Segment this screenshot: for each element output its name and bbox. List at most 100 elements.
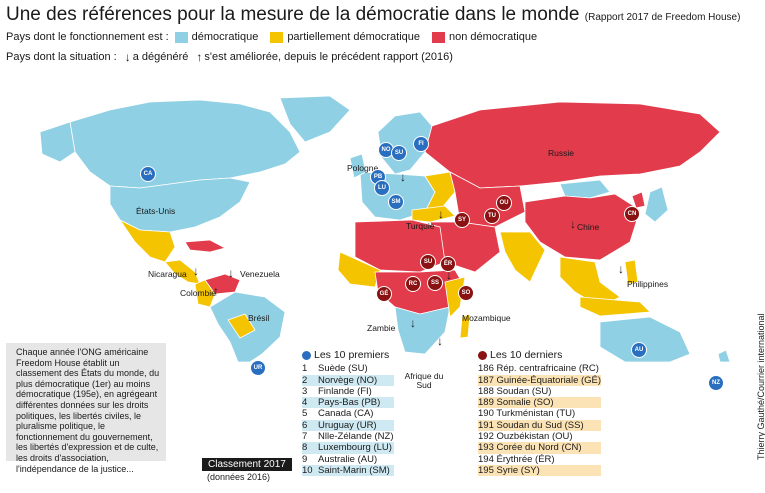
badge-so: SO — [458, 285, 474, 301]
list-item: 7 Nlle-Zélande (NZ) — [302, 431, 394, 443]
swatch-partiel — [270, 31, 284, 43]
legend-fonctionnement: Pays dont le fonctionnement est : démocr… — [6, 31, 537, 43]
classement-badge: Classement 2017 — [202, 458, 292, 471]
list-item: 4 Pays-Bas (PB) — [302, 397, 394, 409]
korea-shape — [631, 191, 646, 209]
list-item: 1 Suède (SU) — [302, 363, 368, 375]
label-russie: Russie — [548, 148, 574, 158]
info-note: Chaque année l'ONG américaine Freedom Ho… — [6, 343, 166, 474]
list-item: 10 Saint-Marin (SM) — [302, 464, 394, 477]
down-arrow-icon: ↓ — [124, 50, 131, 64]
down-arrow-icon-chine: ↓ — [570, 217, 576, 231]
bolivia-shape — [227, 313, 256, 339]
map-title: Une des références pour la mesure de la … — [6, 4, 740, 26]
up-arrow-icon-colombie: ↑ — [213, 284, 219, 298]
credit-text: Thierry Gauthé/Courrier international — [756, 313, 765, 460]
badge-nz: NZ — [708, 375, 724, 391]
swatch-non — [432, 31, 445, 43]
canada-shape — [69, 99, 301, 189]
list-item: 192 Ouzbékistan (OU) — [478, 431, 573, 443]
list-item: 3 Finlande (FI) — [302, 385, 372, 397]
list-item: 190 Turkménistan (TU) — [478, 408, 576, 420]
bottom10-header-text: Les 10 derniers — [490, 349, 563, 361]
badge-ur: UR — [250, 360, 266, 376]
badge-ss: SS — [427, 275, 443, 291]
blue-dot-icon — [302, 351, 311, 361]
list-item: 195 Syrie (SY) — [478, 464, 602, 477]
list-item: 9 Australie (AU) — [302, 453, 378, 465]
bottom10-list: Les 10 derniers 186 Rép. centrafricaine … — [478, 349, 602, 477]
down-arrow-icon-turquie: ↓ — [438, 207, 444, 221]
badge-lu: LU — [374, 180, 390, 196]
badge-rc: RC — [405, 276, 421, 292]
badge-er: ÉR — [440, 256, 456, 272]
title-text: Une des références pour la mesure de la … — [6, 4, 580, 25]
up-arrow-icon: ↑ — [196, 50, 203, 64]
uk-shape — [349, 153, 367, 179]
mongolia-shape — [559, 179, 611, 199]
badge-au: AU — [631, 342, 647, 358]
legend-ameliore: s'est améliorée, depuis le précédent rap… — [204, 51, 453, 63]
list-item: 194 Érythrée (ÉR) — [478, 453, 555, 465]
legend-fonctionnement-label: Pays dont le fonctionnement est : — [6, 31, 169, 43]
label-afrique-du-sud: Afrique du Sud — [404, 371, 444, 390]
russia-shape — [424, 101, 721, 189]
label-philippines: Philippines — [627, 279, 669, 289]
madagascar-shape — [459, 313, 471, 339]
list-item: 193 Corée du Nord (CN) — [478, 442, 602, 454]
badge-sm: SM — [388, 194, 404, 210]
badge-su: SU — [391, 145, 407, 161]
list-item: 8 Luxembourg (LU) — [302, 442, 394, 454]
badge-cn: CN — [624, 206, 640, 222]
label-etats-unis: États-Unis — [136, 206, 176, 216]
label-bresil: Brésil — [248, 313, 270, 323]
mexico-shape — [118, 218, 176, 263]
list-item: 5 Canada (CA) — [302, 408, 374, 420]
list-item: 2 Norvège (NO) — [302, 374, 394, 386]
legend-degenere: a dégénéré — [132, 51, 189, 63]
caribbean-shape — [184, 239, 227, 253]
badge-soudan: SU — [420, 254, 436, 270]
legend-partiel: partiellement démocratique — [287, 31, 420, 43]
label-pologne: Pologne — [347, 163, 379, 173]
list-item: 189 Somalie (SO) — [478, 397, 602, 409]
list-item: 186 Rép. centrafricaine (RC) — [478, 363, 599, 375]
down-arrow-icon-venezuela: ↓ — [228, 266, 234, 280]
turkey-shape — [411, 205, 456, 223]
top10-header-text: Les 10 premiers — [314, 349, 390, 361]
china-shape — [524, 193, 641, 261]
badge-sy: SY — [454, 212, 470, 228]
central-asia-shape — [449, 171, 526, 228]
greenland-shape — [279, 95, 351, 143]
label-colombie: Colombie — [180, 288, 216, 298]
legend-situation: Pays dont la situation : ↓ a dégénéré ↑ … — [6, 50, 453, 64]
donnees-note: (données 2016) — [207, 472, 271, 482]
down-arrow-icon-pologne: ↓ — [400, 170, 406, 184]
label-nicaragua: Nicaragua — [148, 269, 187, 279]
down-arrow-icon-ethiopie: ↓ — [446, 268, 452, 282]
down-arrow-icon-nicaragua: ↓ — [193, 264, 199, 278]
new-zealand-shape — [717, 349, 731, 362]
badge-tu: TU — [484, 208, 500, 224]
world-map — [39, 95, 731, 362]
alaska-shape — [39, 121, 76, 163]
colombia-shape — [194, 279, 216, 308]
list-item: 191 Soudan du Sud (SS) — [478, 419, 602, 432]
top10-header: Les 10 premiers — [302, 349, 394, 361]
philippines-shape — [624, 259, 639, 285]
legend-democratique: démocratique — [191, 31, 259, 43]
badge-fi: FI — [413, 136, 429, 152]
label-venezuela: Venezuela — [240, 269, 280, 279]
label-turquie: Turquie — [406, 221, 435, 231]
down-arrow-icon-mozambique: ↓ — [437, 334, 443, 348]
badge-ca: CA — [140, 166, 156, 182]
top10-list: Les 10 premiers 1 Suède (SU) 2 Norvège (NO… — [302, 349, 394, 477]
southern-africa-shape — [394, 306, 451, 355]
list-item: 6 Uruguay (UR) — [302, 419, 394, 432]
swatch-democratique — [174, 31, 188, 43]
red-dot-icon — [478, 351, 487, 361]
label-chine: Chine — [577, 222, 600, 232]
indonesia-shape — [579, 296, 651, 317]
label-zambie: Zambie — [367, 323, 396, 333]
down-arrow-icon-philippines: ↓ — [618, 262, 624, 276]
